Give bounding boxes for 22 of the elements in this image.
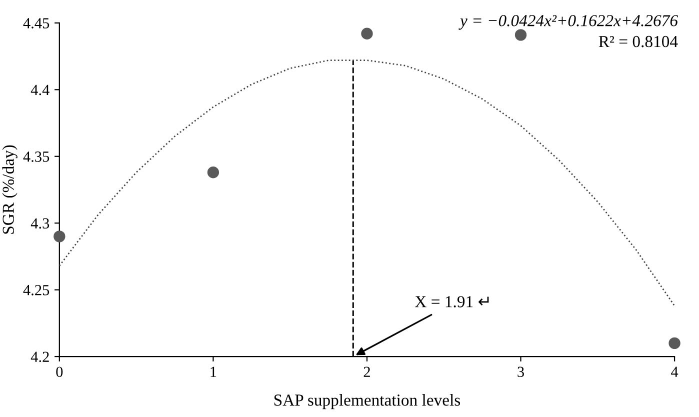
point [54,230,66,242]
y-tick-label: 4.45 [23,18,50,28]
annotation: y = −0.0424x²+0.1622x+4.2676 [458,15,678,30]
y-tick-label: 4.35 [23,152,50,162]
point [207,166,220,178]
x-tick-label: 2 [364,366,370,377]
point [361,28,373,40]
line-series [59,60,675,307]
y-tick-label: 4.25 [23,285,50,296]
x-tick-label: 3 [518,366,524,378]
annotation: X = 1.91 ↵ [415,296,489,308]
x-tick-label: 4 [671,366,678,377]
annotation: R² = 0.8104 [598,36,678,48]
point [514,29,527,41]
point [668,337,680,350]
y-tick-label: 4.3 [30,218,50,229]
x-tick-label: 0 [56,366,63,378]
y-tick-label: 4.2 [30,352,49,362]
y-axis-title: SGR (%/day) [2,145,18,234]
x-axis-title: SAP supplementation levels [274,394,460,410]
y-tick-label: 4.4 [30,84,50,96]
x-tick-label: 1 [210,366,216,377]
